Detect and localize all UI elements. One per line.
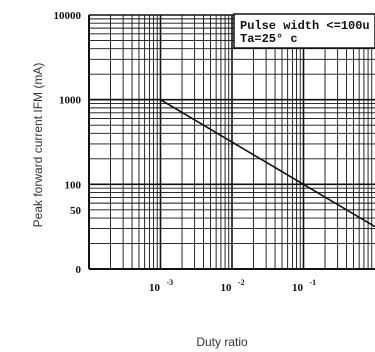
x-tick-label: 10 <box>149 282 161 294</box>
x-tick-exponent: -1 <box>310 278 317 287</box>
series-line <box>89 98 375 228</box>
series-layer <box>89 98 375 228</box>
y-tick-label: 100 <box>65 179 82 191</box>
axes <box>88 15 375 270</box>
x-axis-label: Duty ratio <box>196 335 248 349</box>
y-tick-labels: 10000 1000 100 50 0 <box>54 10 82 276</box>
y-tick-label: 0 <box>76 264 82 276</box>
x-tick-label: 10 <box>292 282 304 294</box>
y-tick-label: 50 <box>70 205 82 217</box>
annotation-pulse-width: Pulse width <=100u <box>240 19 370 33</box>
grid <box>88 14 375 270</box>
x-tick-label: 10 <box>221 282 233 294</box>
y-axis-label: Peak forward current IFM (mA) <box>31 63 45 228</box>
y-tick-label: 10000 <box>54 10 82 22</box>
annotation-box: Pulse width <=100u Ta=25° c <box>233 13 375 49</box>
x-tick-exponent: -2 <box>238 278 245 287</box>
annotation-box-frame <box>233 13 375 49</box>
x-tick-exponent: -3 <box>167 278 174 287</box>
annotation-temperature: Ta=25° c <box>240 32 298 46</box>
y-tick-label: 1000 <box>59 95 82 107</box>
x-tick-labels: 10 -3 10 -2 10 -1 <box>149 278 316 294</box>
